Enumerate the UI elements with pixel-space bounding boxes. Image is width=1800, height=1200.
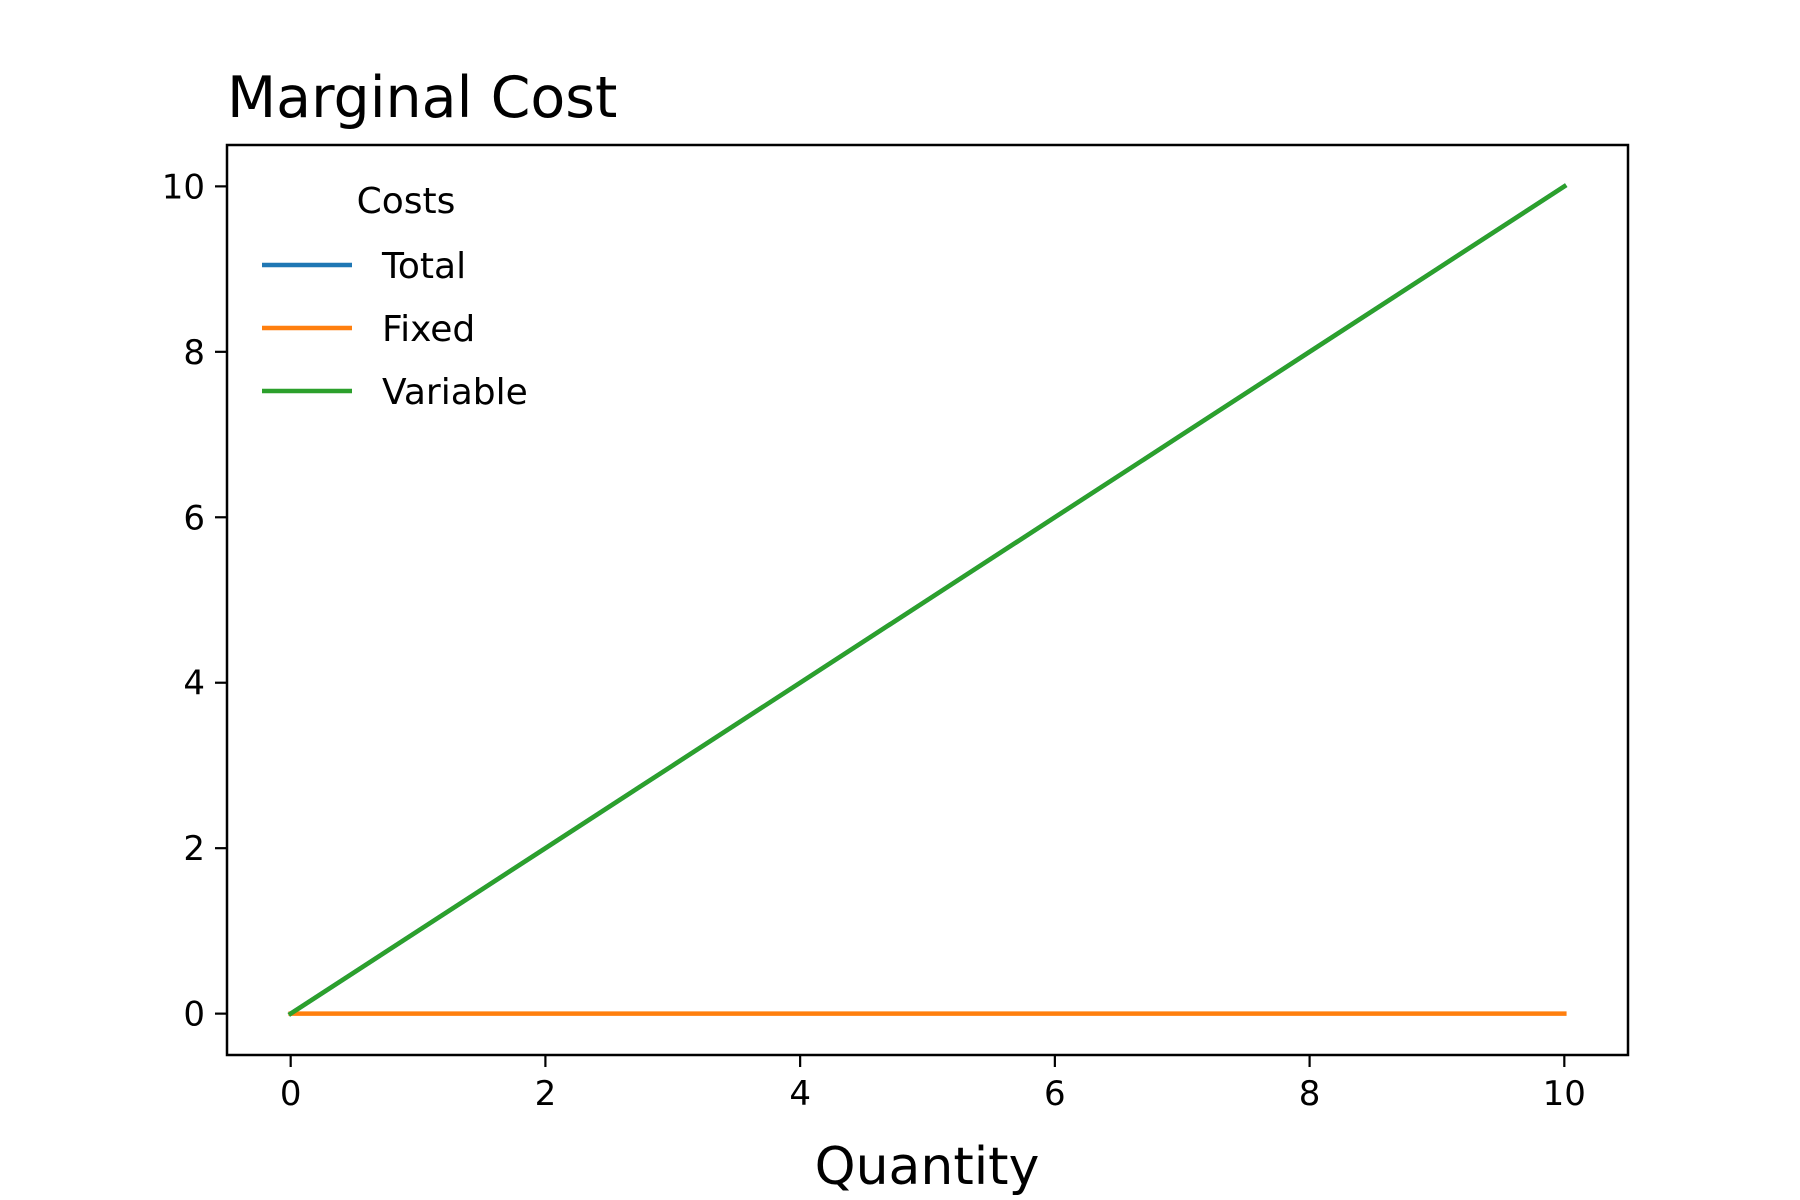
x-tick-label: 6 [1044, 1074, 1066, 1114]
y-tick-label: 6 [183, 498, 205, 538]
x-tick-label: 2 [535, 1074, 557, 1114]
x-tick-label: 10 [1543, 1074, 1586, 1114]
y-tick-label: 8 [183, 333, 205, 373]
y-tick-label: 0 [183, 995, 205, 1035]
plot-frame [225, 143, 1630, 1057]
y-tick-label: 2 [183, 829, 205, 869]
y-tick-label: 4 [183, 664, 205, 704]
chart-title: Marginal Cost [227, 65, 617, 131]
series-line-variable [287, 183, 1568, 1017]
x-axis-label: Quantity [815, 1137, 1040, 1197]
y-tick-label: 10 [162, 167, 205, 207]
legend-label-variable: Variable [382, 372, 528, 413]
x-tick-label: 8 [1299, 1074, 1321, 1114]
x-axis: 0 2 4 6 8 10 [280, 1055, 1586, 1114]
legend: Costs Total Fixed Variable [262, 181, 528, 413]
series-layer [287, 183, 1568, 1017]
x-tick-label: 0 [280, 1074, 302, 1114]
legend-entries: Total Fixed Variable [262, 246, 528, 413]
x-tick-label: 4 [789, 1074, 811, 1114]
legend-label-total: Total [381, 246, 466, 287]
plot-area [225, 143, 1630, 1057]
legend-label-fixed: Fixed [382, 309, 475, 350]
legend-title: Costs [357, 181, 456, 222]
y-axis: 0 2 4 6 8 10 [162, 167, 227, 1035]
